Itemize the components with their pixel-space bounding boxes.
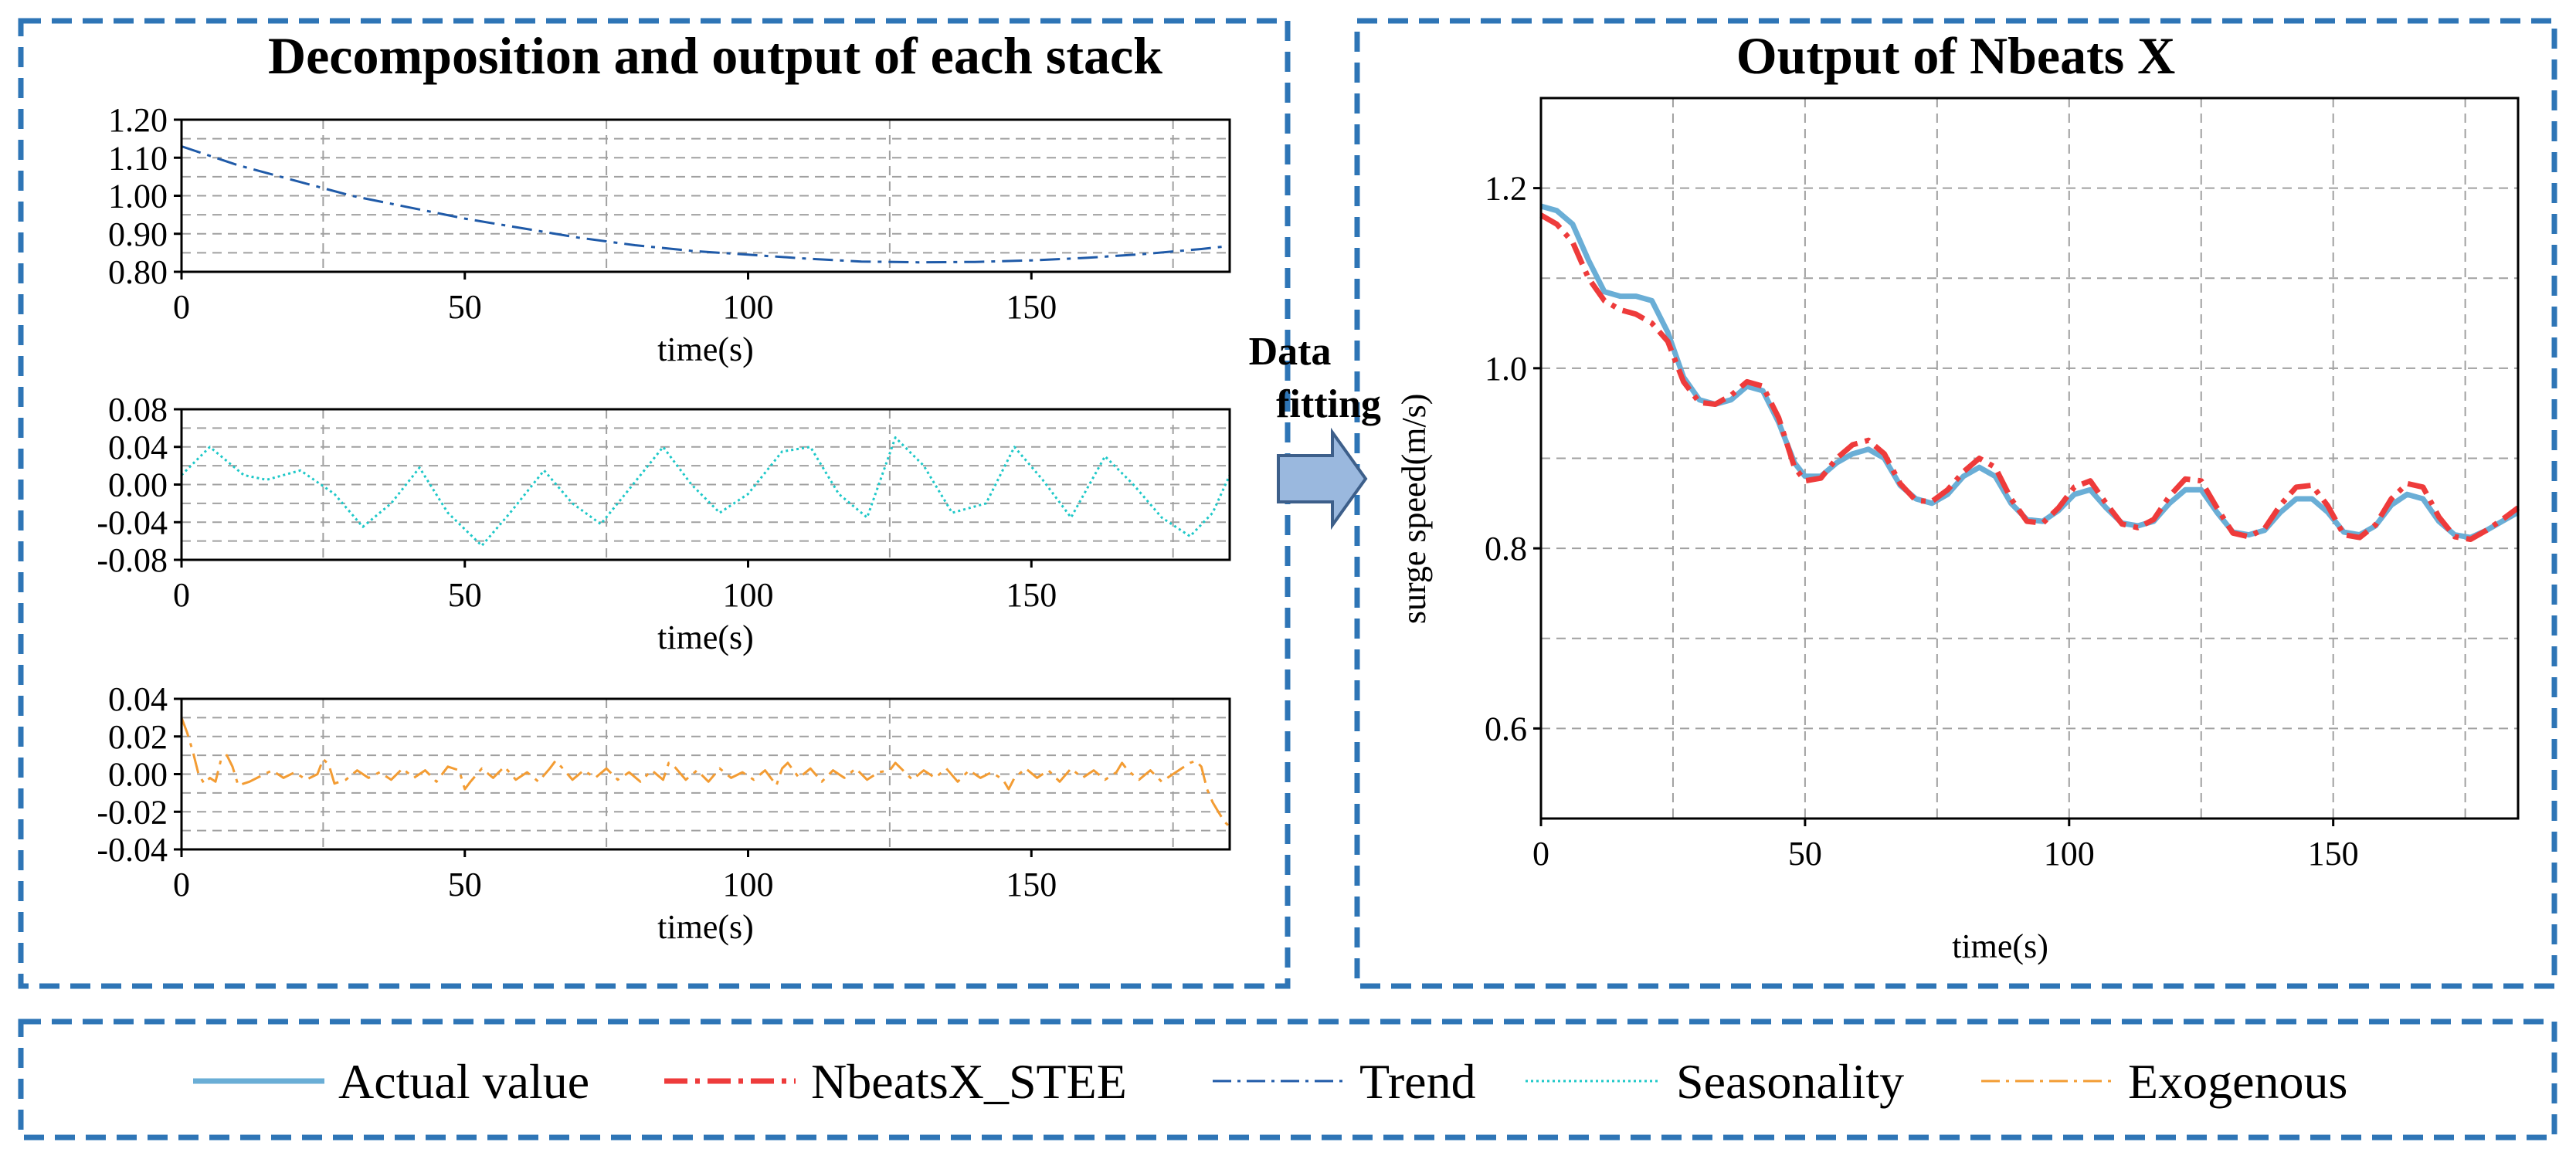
y-tick-label: 0.04 [108, 680, 168, 718]
x-tick-label: 0 [1532, 835, 1549, 873]
arrow-label-line1: Data [1249, 330, 1332, 374]
y-tick-label: 1.20 [108, 101, 168, 139]
series-line-actual-value [1540, 203, 2520, 541]
x-tick-label: 100 [723, 866, 774, 903]
y-tick-label: -0.08 [97, 541, 168, 579]
y-tick-label: 0.6 [1485, 710, 1527, 747]
arrow-label-line2: fitting [1276, 382, 1381, 426]
y-axis-label: surge speed(m/s) [1395, 394, 1433, 625]
output-chart: 0 50 100 150 0.6 0.8 1.0 1.2 time(s) surge speed(… [1395, 97, 2520, 965]
x-tick-label: 0 [173, 866, 190, 903]
y-tick-label: 0.08 [108, 391, 168, 429]
y-tick-label: 0.04 [108, 429, 168, 466]
x-tick-label: 50 [1788, 835, 1822, 873]
legend-label-trend: Trend [1359, 1054, 1476, 1109]
x-tick-label: 150 [1006, 866, 1057, 903]
y-tick-label: 0.90 [108, 215, 168, 253]
y-tick-label: -0.04 [97, 831, 168, 869]
y-tick-label: -0.02 [97, 793, 168, 831]
seasonality-chart: 0 50 100 150 -0.08-0.040.000.040.08 time(s) [97, 391, 1231, 656]
legend-label-nbeats: NbeatsX_STEE [811, 1054, 1127, 1109]
legend-label-actual: Actual value [338, 1054, 589, 1109]
x-tick-label: 150 [1006, 288, 1057, 326]
x-tick-label: 100 [723, 576, 774, 614]
series-line-seasonality [180, 436, 1231, 547]
y-tick-label: 1.00 [108, 178, 168, 215]
y-tick-label: 0.00 [108, 466, 168, 504]
x-tick-label: 50 [448, 288, 482, 326]
x-tick-label: 0 [173, 288, 190, 326]
y-tick-label: 1.0 [1485, 350, 1527, 388]
x-tick-label: 150 [2308, 835, 2359, 873]
series-line-trend [181, 145, 1230, 264]
legend: Actual value NbeatsX_STEE Trend Seasonal… [193, 1054, 2347, 1109]
y-tick-label: 0.80 [108, 253, 168, 291]
x-tick-label: 0 [173, 576, 190, 614]
x-axis-label: time(s) [1952, 927, 2048, 965]
arrow-icon [1277, 427, 1368, 530]
exogenous-chart: 0 50 100 150 -0.04-0.020.000.020.04 time(s) [97, 680, 1231, 946]
y-tick-label: -0.04 [97, 503, 168, 541]
axes-box [1539, 97, 2520, 820]
legend-label-seasonality: Seasonality [1676, 1054, 1904, 1109]
series-line-nbeatsx-stee [1539, 212, 2520, 542]
left-panel-title: Decomposition and output of each stack [268, 26, 1162, 85]
x-tick-label: 50 [448, 866, 482, 903]
x-axis-label: time(s) [657, 908, 754, 946]
right-panel-frame [1354, 18, 2557, 989]
x-axis-label: time(s) [657, 330, 754, 368]
trend-chart: 0 50 100 150 0.800.901.001.101.20 time(s) [108, 101, 1231, 368]
y-tick-label: 1.10 [108, 139, 168, 177]
x-axis-label: time(s) [657, 619, 754, 656]
y-tick-label: 1.2 [1485, 170, 1527, 208]
x-tick-label: 50 [448, 576, 482, 614]
series-line-exogenous [180, 717, 1231, 828]
legend-frame [18, 1019, 2557, 1141]
legend-label-exogenous: Exogenous [2128, 1054, 2347, 1109]
y-tick-label: 0.8 [1485, 530, 1527, 568]
y-tick-label: 0.00 [108, 756, 168, 794]
data-fitting-arrow: Data fitting [1249, 330, 1381, 530]
x-tick-label: 150 [1006, 576, 1057, 614]
right-panel-title: Output of Nbeats X [1736, 26, 2176, 85]
x-tick-label: 100 [2044, 835, 2095, 873]
y-tick-label: 0.02 [108, 718, 168, 756]
x-tick-label: 100 [723, 288, 774, 326]
